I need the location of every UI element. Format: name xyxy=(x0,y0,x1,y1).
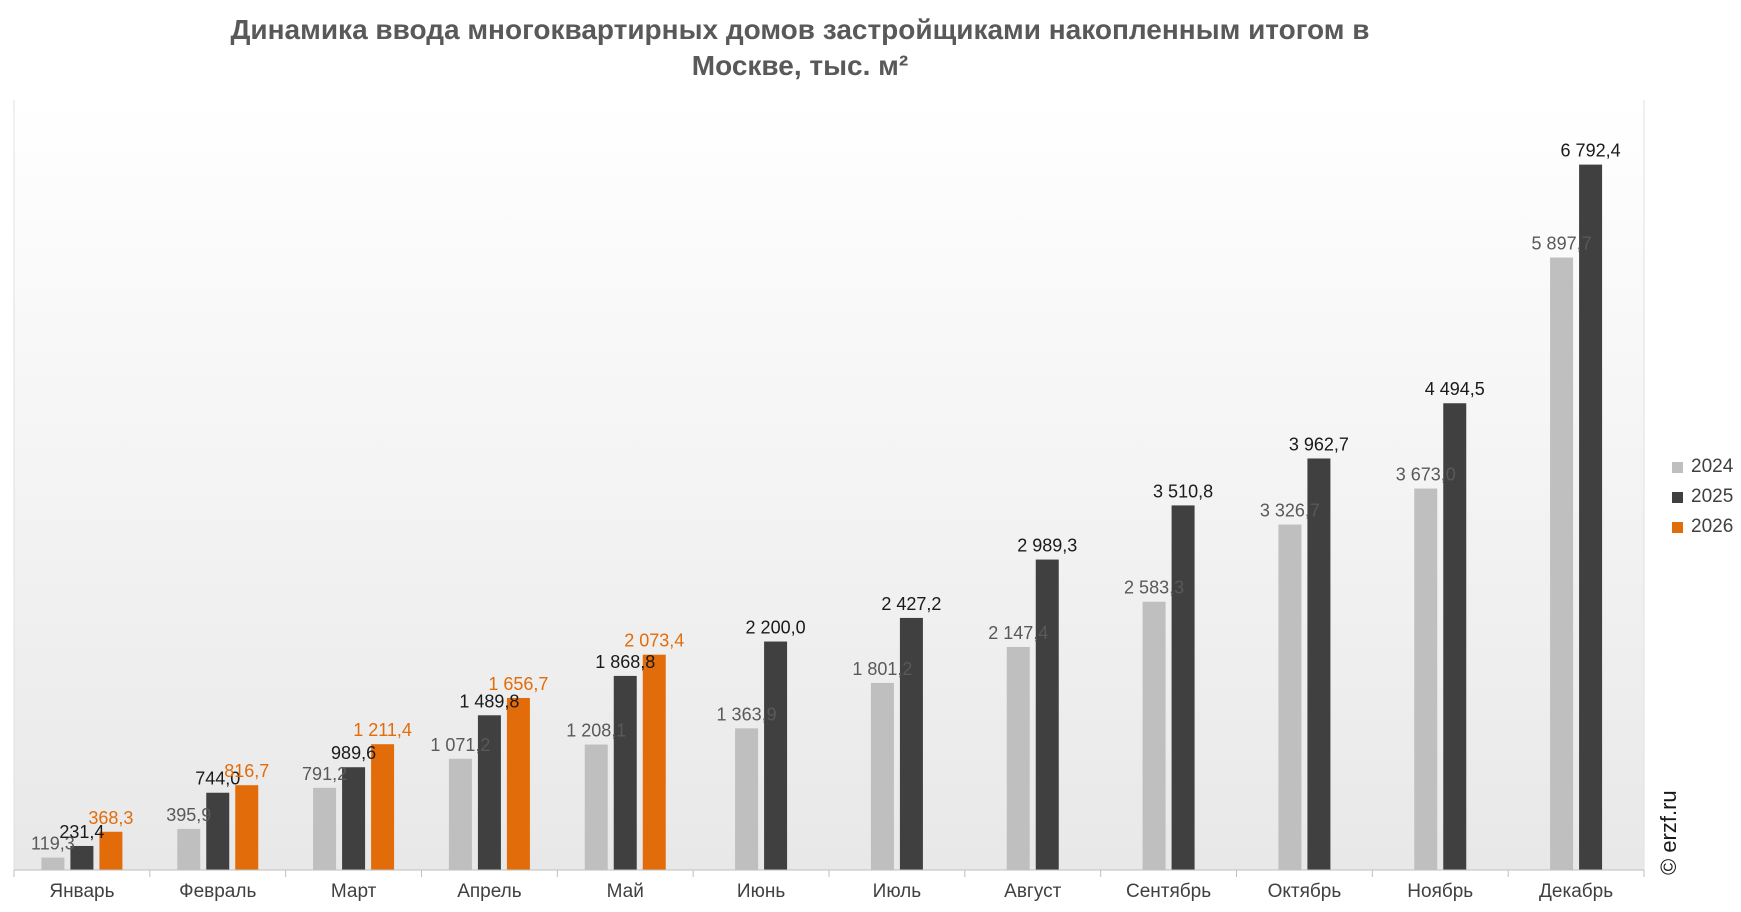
chart-title: Динамика ввода многоквартирных домов зас… xyxy=(0,12,1600,84)
data-label-2025: 744,0 xyxy=(195,769,240,789)
data-label-2024: 1 208,1 xyxy=(566,721,626,741)
bar-2026 xyxy=(506,697,530,870)
bar-2026 xyxy=(642,654,666,870)
data-label-2024: 1 801,2 xyxy=(852,659,912,679)
legend-item-2024: 2024 xyxy=(1672,452,1733,482)
data-label-2025: 1 489,8 xyxy=(459,691,519,711)
legend-swatch xyxy=(1672,461,1683,473)
data-label-2025: 2 989,3 xyxy=(1017,536,1077,556)
x-tick-label: Май xyxy=(607,881,644,902)
x-tick-label: Октябрь xyxy=(1268,881,1342,902)
data-label-2025: 231,4 xyxy=(59,822,104,842)
bar-2024 xyxy=(1278,524,1302,870)
x-tick-label: Июль xyxy=(873,881,922,902)
data-label-2025: 2 200,0 xyxy=(746,618,806,638)
bar-2024 xyxy=(1414,488,1438,870)
x-tick-label: Апрель xyxy=(457,881,522,902)
x-tick-label: Август xyxy=(1004,881,1061,902)
bar-2025 xyxy=(764,641,788,870)
legend-label: 2024 xyxy=(1691,456,1734,477)
watermark: © erzf.ru xyxy=(1656,790,1681,875)
bar-2025 xyxy=(477,715,501,870)
legend-item-2025: 2025 xyxy=(1672,482,1733,512)
data-label-2025: 989,6 xyxy=(331,743,376,763)
data-label-2025: 6 792,4 xyxy=(1561,141,1621,161)
bar-2024 xyxy=(1006,646,1030,870)
x-tick-label: Ноябрь xyxy=(1407,881,1473,902)
bar-2025 xyxy=(206,792,230,870)
legend: 2024 2025 2026 xyxy=(1672,452,1733,542)
bar-2025 xyxy=(1579,164,1603,870)
data-label-2026: 368,3 xyxy=(88,808,133,828)
data-label-2025: 3 510,8 xyxy=(1153,481,1213,501)
legend-item-2026: 2026 xyxy=(1672,512,1733,542)
data-label-2024: 1 071,2 xyxy=(430,735,490,755)
bar-2025 xyxy=(613,675,637,870)
bar-2025 xyxy=(70,845,94,870)
legend-label: 2026 xyxy=(1691,516,1734,537)
x-tick-label: Июнь xyxy=(737,881,785,902)
data-label-2026: 1 656,7 xyxy=(488,674,548,694)
data-label-2026: 2 073,4 xyxy=(624,631,684,651)
bar-2026 xyxy=(371,744,395,870)
data-label-2024: 1 363,9 xyxy=(717,704,777,724)
x-tick-label: Январь xyxy=(49,881,114,902)
bar-2024 xyxy=(448,758,472,870)
bar-2025 xyxy=(342,767,366,870)
bar-2025 xyxy=(1307,458,1331,870)
data-label-2025: 4 494,5 xyxy=(1425,379,1485,399)
data-label-2024: 395,9 xyxy=(166,805,211,825)
bar-2026 xyxy=(235,785,259,870)
bar-2024 xyxy=(313,787,337,870)
data-label-2024: 2 147,4 xyxy=(988,623,1048,643)
data-label-2024: 3 673,0 xyxy=(1396,465,1456,485)
data-label-2024: 5 897,7 xyxy=(1532,234,1592,254)
bars-layer xyxy=(41,164,1603,870)
data-label-2025: 2 427,2 xyxy=(881,594,941,614)
bar-2024 xyxy=(1550,257,1574,870)
x-tick-label: Февраль xyxy=(179,881,256,902)
bar-2026 xyxy=(99,831,123,870)
chart-title-line-1: Динамика ввода многоквартирных домов зас… xyxy=(230,14,1370,45)
data-label-2024: 2 583,3 xyxy=(1124,578,1184,598)
data-label-2026: 1 211,4 xyxy=(353,720,412,740)
bar-2024 xyxy=(735,728,759,870)
data-label-2024: 3 326,7 xyxy=(1260,501,1320,521)
data-label-2026: 816,7 xyxy=(224,761,269,781)
x-tick-label: Сентябрь xyxy=(1126,881,1211,902)
data-label-2025: 1 868,8 xyxy=(595,652,655,672)
legend-label: 2025 xyxy=(1691,486,1734,507)
x-tick-label: Декабрь xyxy=(1539,881,1613,902)
data-label-2024: 791,2 xyxy=(302,764,347,784)
bar-2024 xyxy=(177,828,201,870)
data-label-2024: 119,3 xyxy=(31,834,75,854)
chart-title-line-2: Москве, тыс. м² xyxy=(691,50,909,81)
bar-2025 xyxy=(899,617,923,870)
bar-2025 xyxy=(1171,505,1195,870)
bar-2024 xyxy=(1142,601,1166,870)
bar-2025 xyxy=(1035,559,1059,870)
legend-swatch xyxy=(1672,491,1683,503)
legend-swatch xyxy=(1672,521,1683,533)
bar-2024 xyxy=(584,744,608,870)
x-axis-ticks xyxy=(13,870,1645,877)
data-label-2025: 3 962,7 xyxy=(1289,434,1349,454)
x-tick-label: Март xyxy=(331,881,377,902)
bar-2024 xyxy=(870,682,894,870)
plot-area xyxy=(14,100,1644,870)
bar-2025 xyxy=(1443,403,1467,870)
bar-2024 xyxy=(41,857,65,870)
x-axis-labels: Январь Февраль Март Апрель Май Июнь Июль Август… xyxy=(49,881,1613,902)
